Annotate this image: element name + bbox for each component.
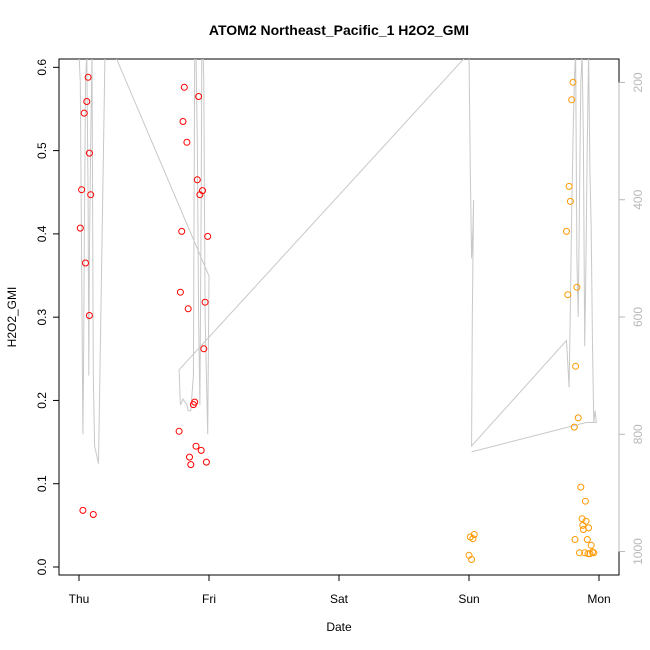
y-right-tick-label: 1000 (631, 538, 645, 565)
data-point (179, 118, 187, 125)
y-tick-label: 0.0 (35, 558, 49, 575)
data-point (582, 517, 590, 525)
data-point (199, 187, 206, 195)
data-point (184, 305, 192, 313)
y-right-tick-label: 800 (631, 424, 645, 444)
data-point (193, 176, 201, 184)
data-point (573, 283, 581, 291)
y-tick-label: 0.4 (35, 225, 49, 242)
data-point (204, 232, 212, 240)
data-point (180, 83, 188, 91)
y-right-tick-label: 600 (631, 307, 645, 327)
data-point (83, 98, 91, 105)
data-point (469, 535, 477, 543)
data-point (89, 511, 97, 518)
x-axis: Thu Fri Sat Sun Mon (69, 574, 611, 606)
data-point (195, 93, 203, 100)
data-point (577, 483, 585, 491)
x-tick-label: Mon (587, 592, 610, 606)
plot-frame (58, 58, 620, 576)
data-point (80, 109, 88, 117)
data-point (191, 398, 199, 406)
data-point (186, 453, 193, 461)
data-point (187, 461, 195, 469)
y-tick-label: 0.3 (35, 308, 49, 325)
pressure-line (78, 59, 597, 464)
data-point (85, 149, 93, 157)
y-tick-label: 0.2 (35, 392, 49, 409)
data-point (87, 191, 95, 199)
data-point (581, 497, 589, 505)
data-point (176, 288, 184, 296)
data-point (576, 549, 583, 557)
data-point (563, 227, 570, 235)
data-point (589, 548, 596, 556)
y-axis-label: H2O2_GMI (5, 287, 19, 348)
data-point (574, 414, 582, 422)
y-right-tick-label: 400 (631, 189, 645, 209)
data-point (566, 197, 574, 205)
data-point (82, 259, 89, 267)
x-tick-label: Sat (330, 592, 349, 606)
data-point (568, 96, 576, 104)
data-point (178, 227, 186, 235)
y-tick-label: 0.5 (35, 142, 49, 159)
x-tick-label: Fri (202, 592, 216, 606)
data-point (590, 549, 598, 557)
data-point (201, 298, 209, 306)
x-tick-label: Thu (69, 592, 90, 606)
data-point (564, 291, 572, 299)
y-axis: 0.0 0.1 0.2 0.3 0.4 0.5 0.6 (35, 59, 60, 575)
data-point (571, 536, 579, 543)
data-point (570, 423, 578, 431)
chart-title: ATOM2 Northeast_Pacific_1 H2O2_GMI (209, 22, 469, 38)
data-point (585, 524, 593, 532)
data-point (175, 427, 183, 435)
data-point (200, 345, 208, 353)
y-right-tick-label: 200 (631, 72, 645, 92)
data-point (197, 446, 205, 454)
data-point (581, 549, 589, 557)
y-axis-right: 200 400 600 800 1000 (618, 72, 645, 565)
data-point (470, 531, 478, 538)
data-point (569, 78, 577, 86)
data-point (84, 73, 92, 81)
data-point (468, 556, 476, 563)
data-point (202, 458, 210, 466)
data-point (183, 138, 191, 146)
data-point (78, 186, 86, 194)
x-tick-label: Sun (458, 592, 479, 606)
data-point (76, 224, 84, 232)
data-point (79, 506, 87, 514)
data-point (572, 362, 580, 370)
points-layer (76, 73, 598, 563)
x-axis-label: Date (326, 620, 352, 634)
y-tick-label: 0.6 (35, 59, 49, 76)
data-point (587, 541, 595, 549)
data-point (565, 182, 573, 190)
y-tick-label: 0.1 (35, 475, 49, 492)
data-point (192, 442, 200, 450)
data-point (583, 536, 591, 543)
data-point (85, 312, 93, 319)
pressure-line-layer (78, 59, 597, 464)
